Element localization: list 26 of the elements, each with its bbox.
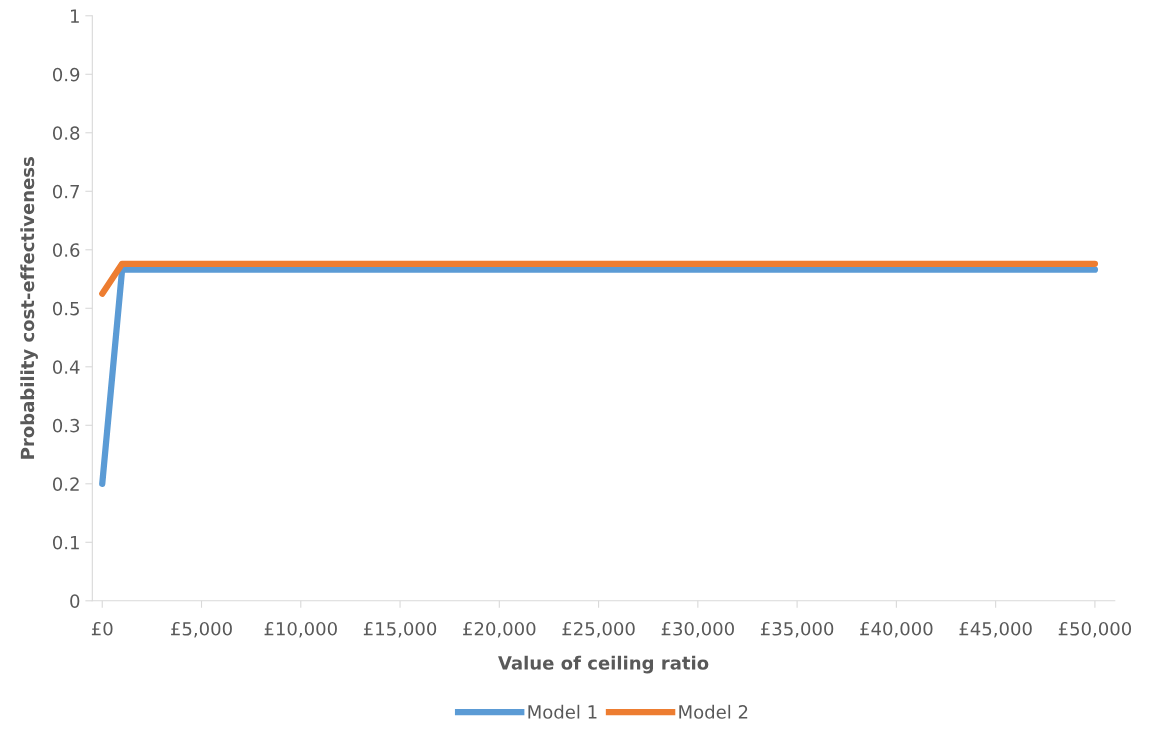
y-tick-label: 0.9 <box>52 67 80 82</box>
legend-label: Model 1 <box>528 704 597 719</box>
x-tick-label: £25,000 <box>562 621 635 638</box>
y-tick-label: 0.7 <box>52 184 79 199</box>
x-tick-label: £40,000 <box>860 621 933 638</box>
y-tick-label: 0.1 <box>52 535 79 550</box>
x-tick-label: £35,000 <box>760 621 834 638</box>
y-tick-label: 0 <box>70 594 80 608</box>
y-tick-label: 0.5 <box>52 301 79 316</box>
x-tick-label: £0 <box>91 621 113 636</box>
x-tick-label: £30,000 <box>661 621 734 638</box>
x-tick-label: £50,000 <box>1058 621 1132 638</box>
y-axis-title: Probability cost-effectiveness <box>20 157 38 459</box>
y-tick-label: 0.8 <box>52 126 80 140</box>
y-tick-label: 0.4 <box>52 360 80 374</box>
x-tick-label: £20,000 <box>463 621 536 638</box>
y-tick-label: 0.3 <box>52 418 80 433</box>
x-tick-label: £10,000 <box>264 621 337 638</box>
x-tick-label: £15,000 <box>363 621 437 638</box>
y-tick-label: 1 <box>71 9 79 23</box>
y-tick-label: 0.6 <box>52 243 80 257</box>
y-tick-label: 0.2 <box>52 477 79 491</box>
x-tick-label: £45,000 <box>959 621 1032 638</box>
x-axis-title: Value of ceiling ratio <box>498 655 709 674</box>
x-tick-label: £5,000 <box>171 621 232 638</box>
legend-label: Model 2 <box>679 704 748 719</box>
